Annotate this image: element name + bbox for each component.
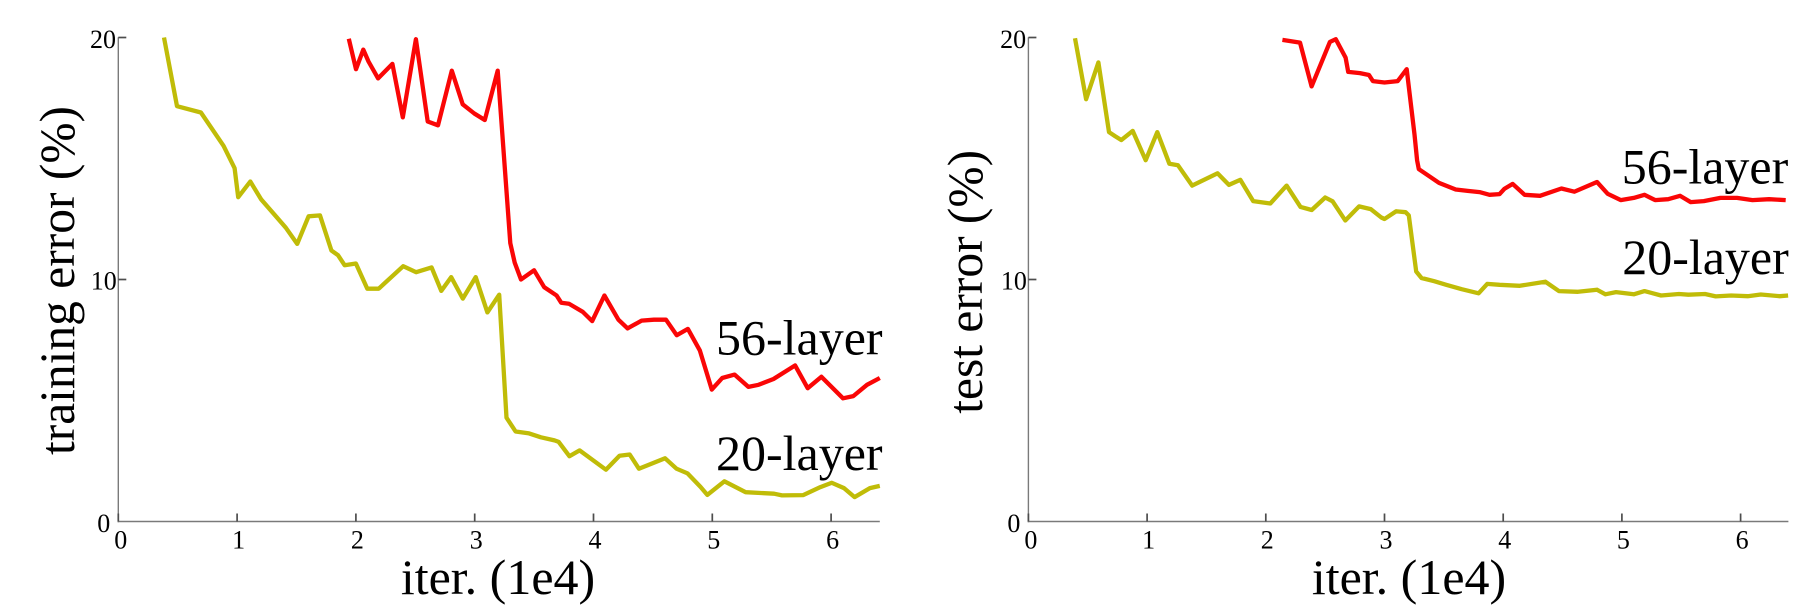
svg-text:0: 0 (114, 526, 127, 555)
svg-text:6: 6 (826, 526, 839, 555)
svg-text:56-layer: 56-layer (1622, 139, 1789, 195)
svg-text:10: 10 (1001, 266, 1027, 295)
svg-text:4: 4 (589, 526, 602, 555)
svg-text:4: 4 (1498, 526, 1511, 555)
svg-text:5: 5 (707, 526, 720, 555)
svg-text:3: 3 (470, 526, 483, 555)
svg-text:5: 5 (1617, 526, 1630, 555)
svg-text:0: 0 (1007, 509, 1020, 538)
svg-text:20-layer: 20-layer (1622, 229, 1789, 285)
svg-text:20-layer: 20-layer (716, 425, 883, 481)
svg-text:0: 0 (97, 509, 110, 538)
svg-text:20: 20 (1000, 25, 1026, 54)
svg-text:20: 20 (90, 25, 116, 54)
svg-text:10: 10 (91, 266, 117, 295)
svg-text:0: 0 (1024, 526, 1037, 555)
svg-text:iter. (1e4): iter. (1e4) (1312, 549, 1506, 605)
svg-text:2: 2 (351, 526, 364, 555)
svg-text:iter. (1e4): iter. (1e4) (401, 549, 595, 605)
svg-text:3: 3 (1380, 526, 1393, 555)
svg-text:6: 6 (1736, 526, 1749, 555)
svg-text:2: 2 (1261, 526, 1274, 555)
svg-text:training error (%): training error (%) (30, 106, 85, 455)
svg-text:1: 1 (232, 526, 245, 555)
svg-text:1: 1 (1142, 526, 1155, 555)
svg-text:test error (%): test error (%) (938, 150, 993, 414)
svg-text:56-layer: 56-layer (716, 310, 883, 366)
